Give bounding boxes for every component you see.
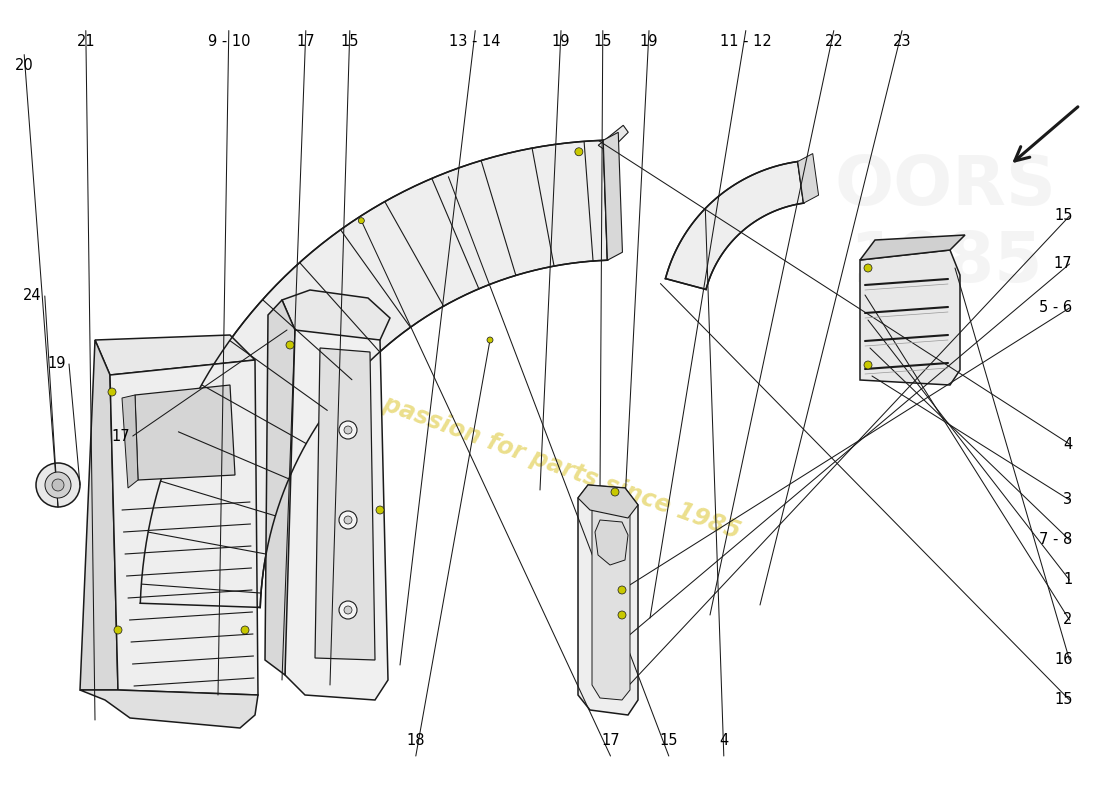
Text: 7 - 8: 7 - 8	[1040, 533, 1072, 547]
Circle shape	[864, 361, 872, 369]
Polygon shape	[578, 485, 638, 715]
Text: 19: 19	[47, 357, 66, 371]
Circle shape	[344, 516, 352, 524]
Text: 24: 24	[23, 289, 42, 303]
Text: OORS
1985: OORS 1985	[835, 152, 1057, 296]
Text: 15: 15	[594, 34, 612, 49]
Text: 17: 17	[602, 733, 619, 748]
Circle shape	[339, 421, 358, 439]
Text: 3: 3	[1064, 493, 1072, 507]
Circle shape	[36, 463, 80, 507]
Text: 1: 1	[1064, 573, 1072, 587]
Text: 21: 21	[77, 34, 95, 49]
Circle shape	[339, 511, 358, 529]
Text: 9 - 10: 9 - 10	[208, 34, 250, 49]
Circle shape	[344, 426, 352, 434]
Text: 18: 18	[407, 733, 425, 748]
Polygon shape	[282, 330, 388, 700]
Circle shape	[487, 337, 493, 343]
Text: a passion for parts since 1985: a passion for parts since 1985	[356, 384, 744, 544]
Circle shape	[376, 506, 384, 514]
Polygon shape	[141, 140, 607, 607]
Circle shape	[114, 626, 122, 634]
Text: 15: 15	[341, 34, 359, 49]
Text: 5 - 6: 5 - 6	[1040, 301, 1072, 315]
Text: 17: 17	[1054, 257, 1072, 271]
Circle shape	[864, 264, 872, 272]
Circle shape	[339, 601, 358, 619]
Text: 2: 2	[1063, 613, 1072, 627]
Polygon shape	[122, 395, 138, 488]
Circle shape	[241, 626, 249, 634]
Circle shape	[575, 148, 583, 156]
Text: 13 - 14: 13 - 14	[450, 34, 500, 49]
Text: 15: 15	[660, 733, 678, 748]
Text: 17: 17	[111, 429, 130, 443]
Polygon shape	[798, 154, 818, 203]
Circle shape	[344, 606, 352, 614]
Text: 11 - 12: 11 - 12	[719, 34, 772, 49]
Text: 17: 17	[297, 34, 315, 49]
Circle shape	[45, 472, 72, 498]
Polygon shape	[135, 385, 235, 480]
Circle shape	[108, 388, 115, 396]
Text: 23: 23	[893, 34, 911, 49]
Text: 22: 22	[824, 34, 844, 49]
Circle shape	[618, 586, 626, 594]
Polygon shape	[80, 340, 118, 690]
Polygon shape	[666, 162, 804, 290]
Circle shape	[286, 341, 294, 349]
Text: 15: 15	[1054, 209, 1072, 223]
Circle shape	[610, 488, 619, 496]
Text: 20: 20	[14, 58, 34, 73]
Polygon shape	[110, 360, 258, 695]
Polygon shape	[860, 250, 960, 385]
Polygon shape	[80, 690, 258, 728]
Polygon shape	[265, 300, 295, 675]
Polygon shape	[603, 132, 623, 260]
Text: 19: 19	[552, 34, 570, 49]
Polygon shape	[592, 498, 630, 700]
Text: 16: 16	[1054, 653, 1072, 667]
Polygon shape	[95, 335, 255, 375]
Polygon shape	[598, 126, 628, 152]
Polygon shape	[595, 520, 628, 565]
Polygon shape	[315, 348, 375, 660]
Text: 19: 19	[640, 34, 658, 49]
Circle shape	[52, 479, 64, 491]
Polygon shape	[860, 235, 965, 260]
Text: 4: 4	[1064, 437, 1072, 451]
Text: 4: 4	[719, 733, 728, 748]
Polygon shape	[578, 485, 638, 518]
Circle shape	[359, 218, 364, 224]
Polygon shape	[282, 290, 390, 340]
Circle shape	[618, 611, 626, 619]
Text: 15: 15	[1054, 693, 1072, 707]
